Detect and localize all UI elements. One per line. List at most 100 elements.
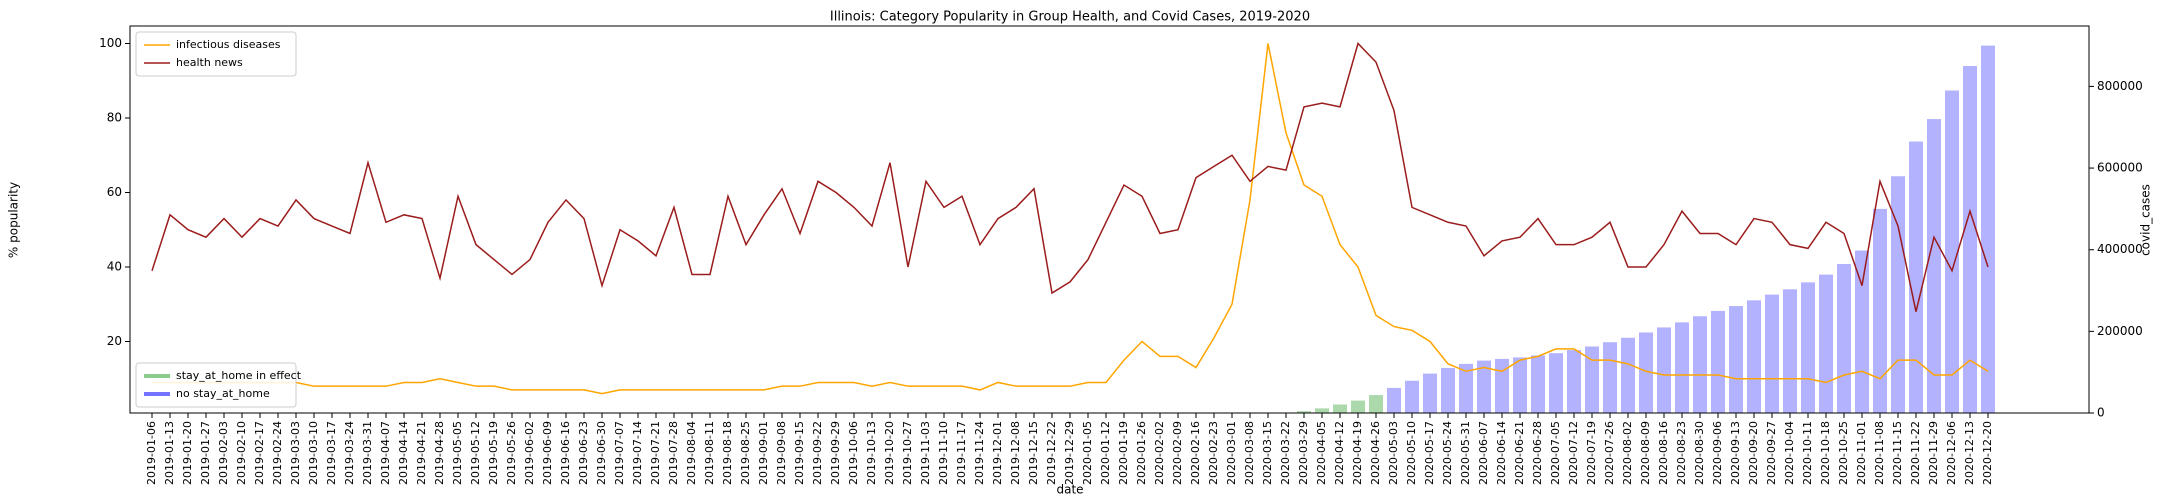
x-tick-label: 2020-10-25 (1837, 421, 1850, 485)
x-tick-label: 2020-12-13 (1963, 421, 1976, 485)
x-tick-label: 2020-04-05 (1315, 421, 1328, 485)
y-tick-label: 60 (107, 185, 122, 199)
y-tick-label: 40 (107, 259, 122, 273)
bar (1873, 208, 1887, 413)
bar (1747, 300, 1761, 413)
x-tick-label: 2020-08-23 (1675, 421, 1688, 485)
legend-label: health news (176, 56, 243, 69)
bar (1549, 353, 1563, 413)
y2-axis-label: covid_cases (2139, 184, 2153, 256)
y-tick-label: 80 (107, 111, 122, 125)
x-tick-label: 2019-12-22 (1045, 421, 1058, 485)
bar (1765, 294, 1779, 413)
y2-tick-label: 600000 (2097, 161, 2143, 175)
bar (1567, 350, 1581, 413)
x-tick-label: 2020-11-22 (1909, 421, 1922, 485)
x-tick-label: 2020-04-12 (1333, 421, 1346, 485)
x-tick-label: 2020-09-20 (1747, 421, 1760, 485)
x-tick-label: 2020-09-13 (1729, 421, 1742, 485)
x-tick-label: 2020-01-26 (1135, 421, 1148, 485)
bar (1837, 263, 1851, 413)
line (151, 42, 1989, 312)
x-tick-label: 2019-03-03 (289, 421, 302, 485)
x-tick-label: 2019-02-24 (271, 421, 284, 485)
x-tick-label: 2020-05-10 (1405, 421, 1418, 485)
x-tick-label: 2019-12-15 (1027, 421, 1040, 485)
x-tick-label: 2020-04-26 (1369, 421, 1382, 485)
bar (1351, 400, 1365, 413)
x-tick-label: 2019-01-06 (145, 421, 158, 485)
bar (1585, 346, 1599, 413)
x-tick-label: 2019-01-27 (199, 421, 212, 485)
bar (1333, 404, 1347, 413)
x-tick-label: 2020-08-30 (1693, 421, 1706, 485)
x-tick-label: 2020-03-01 (1225, 421, 1238, 485)
x-tick-label: 2019-12-01 (991, 421, 1004, 485)
x-tick-label: 2020-04-19 (1351, 421, 1364, 485)
legend-label: no stay_at_home (176, 387, 270, 400)
x-tick-label: 2019-06-30 (595, 421, 608, 485)
x-tick-label: 2019-05-12 (469, 421, 482, 485)
legend-label: infectious diseases (176, 38, 281, 51)
x-tick-label: 2020-05-03 (1387, 421, 1400, 485)
x-tick-label: 2019-05-26 (505, 421, 518, 485)
x-tick-label: 2020-11-29 (1927, 421, 1940, 485)
x-tick-label: 2020-03-22 (1279, 421, 1292, 485)
x-tick-label: 2020-03-08 (1243, 421, 1256, 485)
x-tick-label: 2019-06-02 (523, 421, 536, 485)
x-tick-label: 2020-07-19 (1585, 421, 1598, 485)
x-tick-label: 2019-03-31 (361, 421, 374, 485)
x-tick-label: 2019-03-10 (307, 421, 320, 485)
bar (1405, 380, 1419, 413)
bar (1693, 316, 1707, 413)
x-tick-label: 2020-12-20 (1981, 421, 1994, 485)
x-tick-label: 2019-03-24 (343, 421, 356, 485)
x-tick-label: 2019-10-06 (847, 421, 860, 485)
legend: infectious diseases health news (135, 31, 297, 77)
x-tick-label: 2020-02-23 (1207, 421, 1220, 485)
bar (1495, 358, 1509, 413)
bar (1963, 66, 1977, 413)
x-tick-label: 2020-07-12 (1567, 421, 1580, 485)
x-tick-label: 2020-10-04 (1783, 421, 1796, 485)
x-tick-label: 2019-12-29 (1063, 421, 1076, 485)
x-tick-label: 2019-05-05 (451, 421, 464, 485)
x-tick-label: 2020-11-01 (1855, 421, 1868, 485)
bar (1531, 355, 1545, 413)
legend: stay_at_home in effect no stay_at_home (135, 362, 302, 408)
x-tick-label: 2019-06-16 (559, 421, 572, 485)
legend-box (135, 362, 297, 408)
bar (1297, 411, 1311, 413)
x-tick-label: 2019-07-07 (613, 421, 626, 485)
bar (1603, 342, 1617, 413)
x-tick-label: 2020-08-16 (1657, 421, 1670, 485)
bar (1315, 408, 1329, 413)
x-tick-label: 2020-02-16 (1189, 421, 1202, 485)
plot-frame (129, 25, 2090, 414)
bar (1729, 306, 1743, 413)
x-tick-label: 2019-10-13 (865, 421, 878, 485)
bar (1675, 322, 1689, 413)
x-tick-label: 2020-03-15 (1261, 421, 1274, 485)
x-tick-label: 2019-09-29 (829, 421, 842, 485)
x-tick-label: 2019-04-28 (433, 421, 446, 485)
x-tick-label: 2020-05-24 (1441, 421, 1454, 485)
x-tick-label: 2019-08-18 (721, 421, 734, 485)
bar (1513, 357, 1527, 413)
bar (1981, 45, 1995, 413)
bar (1477, 360, 1491, 413)
x-tick-label: 2019-06-09 (541, 421, 554, 485)
x-tick-label: 2020-06-07 (1477, 421, 1490, 485)
x-tick-label: 2020-08-09 (1639, 421, 1652, 485)
bar (1369, 395, 1383, 413)
x-tick-label: 2019-09-08 (775, 421, 788, 485)
x-tick-label: 2020-10-11 (1801, 421, 1814, 485)
x-tick-label: 2019-11-17 (955, 421, 968, 485)
y2-tick-label: 200000 (2097, 324, 2143, 338)
x-tick-label: 2020-07-26 (1603, 421, 1616, 485)
x-tick-label: 2019-08-11 (703, 421, 716, 485)
x-tick-label: 2019-01-13 (163, 421, 176, 485)
bar (1945, 90, 1959, 413)
x-tick-label: 2020-12-06 (1945, 421, 1958, 485)
